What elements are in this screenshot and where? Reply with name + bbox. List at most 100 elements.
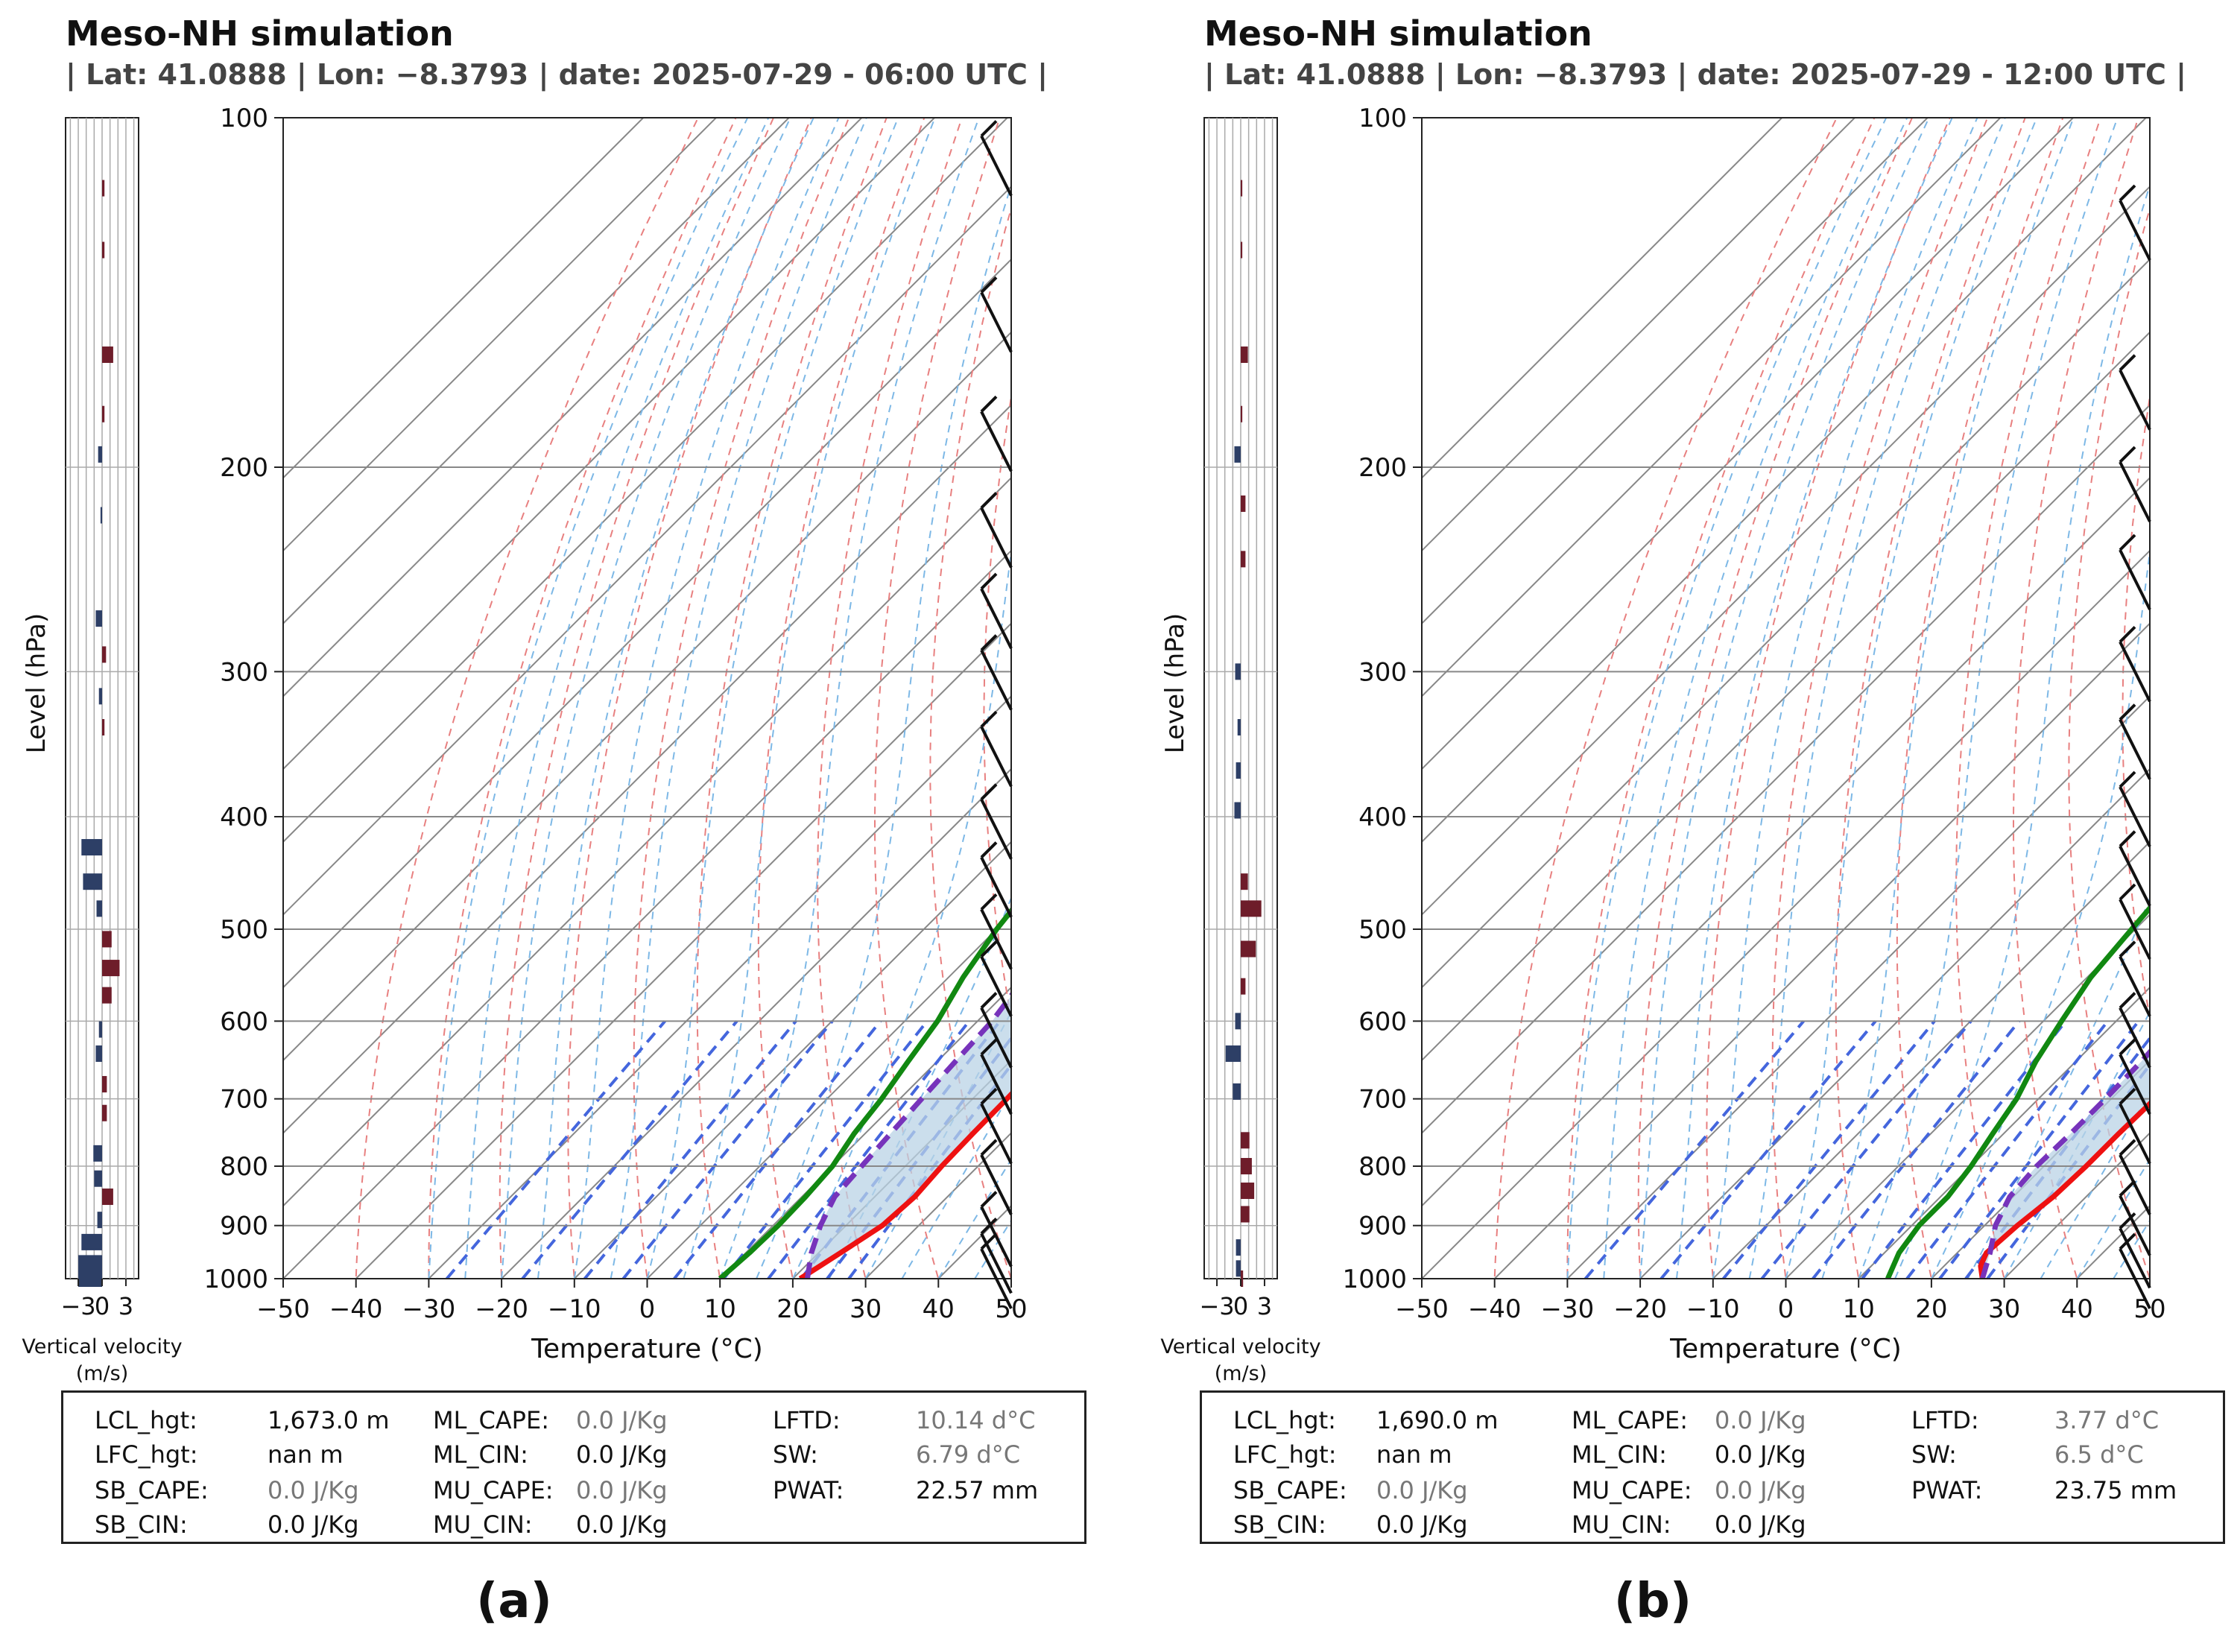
y-tick-label: 100 [220,104,268,133]
wind-barb [2119,992,2151,1069]
x-tick-label: 10 [704,1294,736,1324]
wind-barb [2119,940,2151,1017]
isotherm [1422,118,2148,844]
vv-bar [1241,1183,1255,1200]
mucape-row: MU_CAPE: 0.0 J/Kg [433,1476,668,1504]
moist-adiabat [828,896,1011,1279]
vv-bar [102,1189,113,1206]
isotherm [718,986,1011,1279]
wind-barb [980,940,1013,1017]
isotherm [1422,118,1856,552]
dry-adiabat [2225,118,2240,1303]
x-tick-label: −30 [1541,1294,1595,1324]
dry-adiabat [983,393,1011,1022]
moist-adiabat [610,118,867,1279]
dry-adiabat [1706,118,1951,1279]
vv-tick-label: −3 [60,1292,95,1320]
y-tick-label: 400 [220,803,268,832]
vv-bar [1241,1132,1250,1149]
x-tick-label: 0 [639,1294,656,1324]
temperature-line [1978,1100,2150,1279]
mlcape-row: ML_CAPE: 0.0 J/Kg [1572,1406,1806,1434]
wind-barb [980,992,1013,1069]
isotherm [1857,986,2150,1279]
y-tick-label: 200 [220,453,268,483]
indices-box: LCL_hgt: 1,673.0 m LFC_hgt: nan m SB_CAPE:… [61,1390,1086,1544]
isotherm [427,694,1011,1279]
vv-bar [1241,900,1262,917]
panel-label: (a) [476,1574,552,1629]
wind-barb [2119,625,2151,703]
plot-area [1422,65,2240,1303]
vv-bar [78,1270,102,1287]
isotherm [1930,1059,2150,1279]
mucape-row: MU_CAPE: 0.0 J/Kg [1572,1476,1806,1504]
dry-adiabat [2012,118,2139,1279]
y-tick-label: 800 [1358,1152,1407,1182]
chart-title: Meso-NH simulation [1204,13,1592,54]
dry-adiabat [873,118,1001,1279]
dry-adiabat [2174,118,2240,1303]
isotherm [1493,622,2150,1279]
wind-barb [2119,1180,2151,1256]
dry-adiabat [1036,118,1120,1303]
isotherm [1422,118,1783,479]
vv-bar [102,960,120,977]
isotherm [1060,65,1120,1303]
moist-adiabat [1821,118,2075,1279]
y-tick-label: 1000 [1342,1265,1407,1294]
isotherm [355,622,1011,1279]
dry-adiabat [1086,118,1120,1303]
x-axis-label: Temperature (°C) [531,1334,763,1364]
vv-bar [98,446,102,463]
vv-bar [1236,1260,1241,1277]
x-tick-label: 50 [995,1294,1027,1324]
vv-bar [102,180,105,197]
wind-barb [2119,446,2151,522]
y-tick-label: 600 [1358,1007,1407,1037]
vv-tick-label: 3 [1257,1292,1272,1320]
vv-bar [102,646,107,663]
isotherm [283,258,1011,989]
vv-bar [1241,551,1246,568]
isotherm [283,118,863,697]
moist-adiabat [1675,118,1953,1279]
moist-adiabat [464,118,770,1279]
isotherm [283,549,1011,1279]
vv-bar [78,1255,102,1272]
cape-area [800,996,1011,1279]
y-tick-label: 100 [1358,104,1407,133]
vv-axis-label: Vertical velocity [22,1335,182,1358]
sbcape-row: SB_CAPE: 0.0 J/Kg [1233,1476,1468,1504]
dry-adiabat [1955,118,2101,1279]
y-tick-label: 1000 [203,1265,268,1294]
isotherm [646,914,1011,1279]
vv-bar [102,719,105,736]
wind-barb [2119,184,2151,261]
moist-adiabat [901,1090,1011,1279]
dry-adiabat [1493,118,1838,1279]
isotherm [283,404,1011,1135]
isotherm [2198,65,2240,1303]
wind-barb [980,783,1013,860]
dry-adiabat [1771,118,1989,1279]
vv-bar [1241,495,1246,512]
isotherm [283,476,1011,1207]
isotherm [283,331,1011,1062]
vv-bar [100,507,102,524]
dry-adiabat [499,118,774,1279]
moist-adiabat [2040,1090,2150,1279]
wind-barb [980,634,1013,711]
isotherm [1422,549,2150,1279]
x-tick-label: −30 [402,1294,456,1324]
y-tick-label: 300 [1358,657,1407,687]
mlcape-row: ML_CAPE: 0.0 J/Kg [433,1406,668,1434]
moist-adiabat [1930,546,2150,1279]
isotherm [283,118,1009,844]
x-tick-label: 20 [776,1294,809,1324]
wind-barb [980,120,1013,197]
isotherm [1422,476,2150,1207]
isotherm [500,768,1011,1279]
sbcin-row: SB_CIN: 0.0 J/Kg [1233,1510,1468,1539]
